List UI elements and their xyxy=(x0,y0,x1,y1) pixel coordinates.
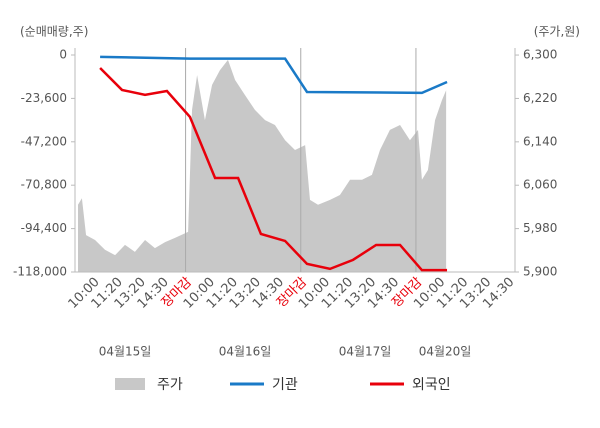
date-label: 04월16일 xyxy=(219,345,272,359)
area-layer xyxy=(77,59,447,272)
y-tick-label: -70,800 xyxy=(21,178,67,192)
y-tick-label: -118,000 xyxy=(13,265,67,279)
date-label: 04월15일 xyxy=(99,345,152,359)
series-line xyxy=(99,67,448,272)
y2-tick-label: 5,900 xyxy=(523,265,557,279)
y2-tick-label: 6,300 xyxy=(523,48,557,62)
y-tick-label: 0 xyxy=(59,47,67,61)
right-axis-title: (주가,원) xyxy=(534,25,580,39)
y2-tick-label: 6,220 xyxy=(523,91,557,105)
y2-tick-label: 6,140 xyxy=(523,134,557,148)
legend-label: 기관 xyxy=(272,377,298,393)
legend-label: 외국인 xyxy=(412,377,451,393)
y-tick-label: -23,600 xyxy=(21,91,67,105)
y2-tick-label: 6,060 xyxy=(523,178,557,192)
series-line xyxy=(100,55,448,95)
price-area xyxy=(77,59,447,272)
legend-label: 주가 xyxy=(157,377,183,393)
date-label: 04월20일 xyxy=(419,345,472,359)
y-tick-label: -94,400 xyxy=(21,221,67,235)
y-tick-label: -47,200 xyxy=(21,134,67,148)
legend-swatch xyxy=(115,378,145,390)
grid-layer xyxy=(74,48,516,273)
y2-tick-label: 5,980 xyxy=(523,221,557,235)
date-label: 04월17일 xyxy=(339,345,392,359)
left-axis-title: (순매매량,주) xyxy=(20,25,88,39)
line-layer xyxy=(99,55,448,272)
